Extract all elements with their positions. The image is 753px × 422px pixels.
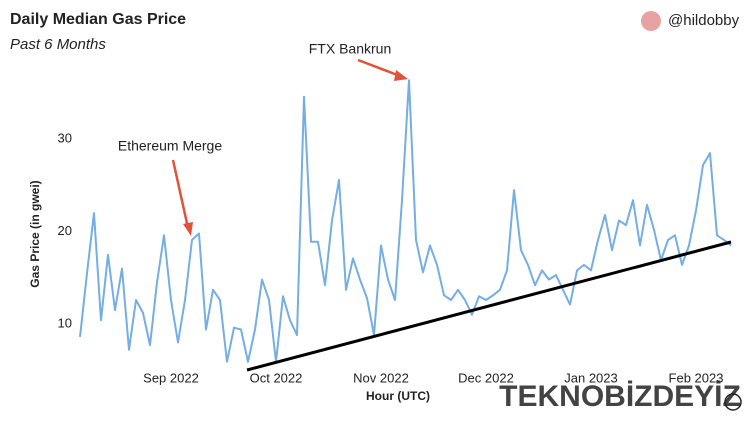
x-tick-label: Sep 2022 (143, 370, 199, 385)
annotation: Ethereum Merge (118, 138, 222, 154)
x-tick-label: Jan 2023 (564, 370, 618, 385)
avatar (641, 11, 661, 31)
x-axis-label: Hour (UTC) (366, 389, 430, 403)
annotation-arrowhead (183, 222, 193, 236)
annotation-arrow (357, 58, 401, 78)
x-tick-label: Oct 2022 (250, 370, 303, 385)
author: @hildobby (668, 12, 740, 29)
x-tick-label: Dec 2022 (458, 370, 514, 385)
annotation-arrowhead (394, 70, 408, 81)
y-tick-label: 20 (58, 223, 72, 238)
watermark: TEKNOBİZDEYİZ (499, 380, 741, 413)
x-tick-label: Nov 2022 (353, 370, 409, 385)
y-tick-label: 30 (58, 131, 72, 146)
trend-line (246, 240, 732, 372)
plot-area: 10 20 30 Sep 2022 Oct 2022 Nov 2022 Dec 2022 Ja… (58, 79, 732, 385)
x-tick-label: Feb 2023 (669, 370, 724, 385)
watermark-icon (724, 393, 742, 411)
annotation-arrow (171, 159, 190, 229)
annotation: FTX Bankrun (309, 41, 391, 57)
chart-subtitle: Past 6 Months (10, 36, 106, 53)
y-tick-label: 10 (58, 315, 72, 330)
data-line (79, 79, 732, 363)
chart-title: Daily Median Gas Price (10, 11, 186, 28)
y-axis-label: Gas Price (in gwei) (28, 180, 42, 287)
